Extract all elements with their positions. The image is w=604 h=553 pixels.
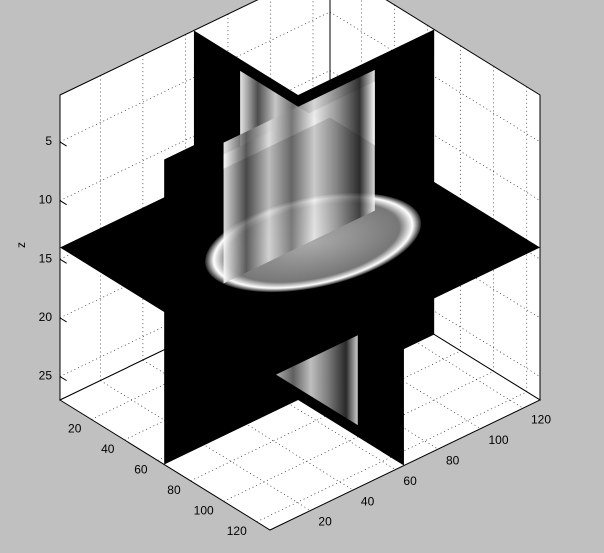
y-tick-label: 120 [531,412,551,426]
x-tick-label: 80 [167,483,181,497]
x-tick-label: 40 [101,442,115,456]
y-tick-label: 80 [446,453,460,467]
x-tick-label: 100 [194,504,214,518]
slice-image [223,81,375,284]
y-tick-label: 60 [403,474,417,488]
tick-mark [59,258,67,264]
z-tick-label: 25 [39,369,53,383]
x-tick-label: 20 [68,422,82,436]
z-tick-label: 20 [39,310,53,324]
x-tick-label: 60 [134,463,148,477]
x-tick-label: 120 [227,524,247,538]
tick-mark [59,141,67,147]
z-tick-label: 10 [39,193,53,207]
y-tick-label: 40 [361,494,375,508]
y-tick-label: 100 [488,433,508,447]
tick-mark [59,317,67,323]
z-tick-label: 15 [39,251,53,265]
z-axis-label: z [14,242,28,248]
y-tick-label: 20 [318,515,332,529]
tick-mark [59,200,67,206]
tick-mark [59,376,67,382]
z-tick-label: 5 [45,134,52,148]
